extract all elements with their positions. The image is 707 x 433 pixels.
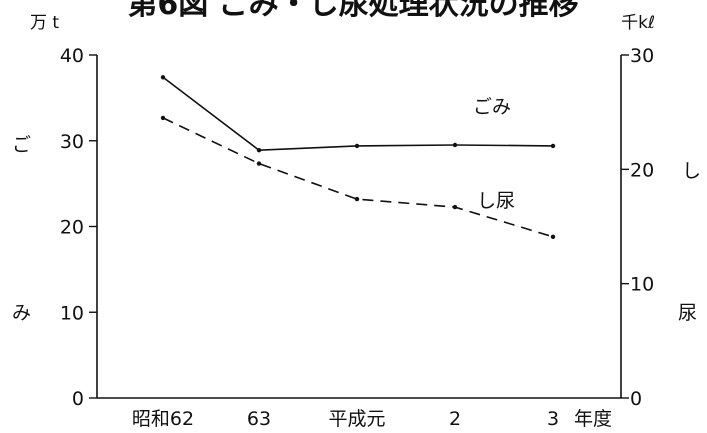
data-point-gomi [160, 75, 166, 80]
data-point-gomi [354, 143, 360, 149]
right-axis-ticks: 0 10 20 30 [621, 45, 654, 410]
right-axis-tick-label: 20 [630, 159, 654, 181]
right-axis-tick-label: 0 [630, 388, 642, 410]
left-axis-ticks: 0 10 20 30 40 [60, 45, 97, 410]
data-point-shinyo [452, 204, 458, 210]
left-axis-tick-label: 30 [60, 131, 84, 153]
right-axis-tick-label: 10 [630, 274, 654, 296]
left-axis-tick-label: 20 [60, 217, 84, 239]
right-axis-label-bottom: 尿 [678, 302, 697, 324]
x-axis-ticks: 昭和62 63 平成元 2 3 [132, 408, 559, 430]
x-axis-label: 年度 [574, 408, 612, 430]
right-axis-unit: 千kℓ [621, 13, 655, 33]
chart-title: 第6図 ごみ・し尿処理状況の推移 [127, 0, 578, 22]
data-point-gomi [256, 148, 262, 153]
data-point-gomi [452, 142, 458, 148]
data-point-shinyo [160, 115, 166, 121]
left-axis-label-top: ご [12, 134, 31, 156]
left-axis-tick-label: 10 [60, 302, 84, 324]
left-axis-unit: 万 t [30, 13, 59, 33]
x-axis-tick-label: 2 [449, 408, 461, 430]
x-axis-tick-label: 63 [247, 408, 271, 430]
right-axis-label-top: し [682, 160, 701, 182]
left-axis-label-bottom: み [12, 302, 31, 324]
right-axis-tick-label: 30 [630, 45, 654, 67]
data-point-shinyo [550, 234, 556, 239]
left-axis-tick-label: 40 [60, 45, 84, 67]
x-axis-tick-label: 平成元 [328, 408, 385, 430]
series-line-shinyo [162, 117, 554, 238]
series-label-gomi: ごみ [473, 96, 511, 118]
x-axis-tick-label: 3 [547, 408, 559, 430]
data-point-shinyo [354, 196, 360, 202]
x-axis-tick-label: 昭和62 [132, 408, 194, 430]
data-point-shinyo [256, 161, 262, 166]
series-label-shinyo: し尿 [477, 190, 515, 212]
data-point-gomi [550, 143, 556, 149]
left-axis-tick-label: 0 [72, 388, 84, 410]
